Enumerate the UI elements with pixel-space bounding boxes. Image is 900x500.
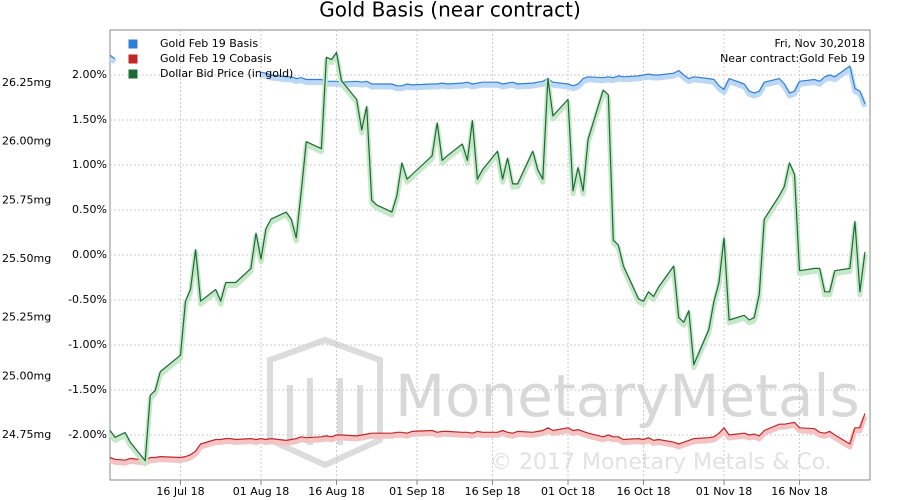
series-glow — [108, 56, 868, 108]
y-tick-label: -1.50% — [68, 383, 107, 396]
y2-tick-label: 25.25mg — [2, 311, 51, 324]
y-tick-label: -0.50% — [68, 293, 107, 306]
y-tick-label: 1.50% — [72, 113, 107, 126]
y-tick-label: 2.00% — [72, 68, 107, 81]
logo-box — [267, 336, 383, 469]
series-line — [109, 413, 866, 461]
legend-swatch — [127, 38, 139, 50]
y2-tick-label: 25.50mg — [2, 252, 51, 265]
y2-tick-label: 24.75mg — [2, 428, 51, 441]
y-tick-label: 0.50% — [72, 203, 107, 216]
legend-swatch — [127, 68, 139, 80]
y-tick-label: -1.00% — [68, 338, 107, 351]
x-tick-label: 01 Nov 18 — [696, 485, 752, 498]
legend-label: Dollar Bid Price (in gold) — [160, 67, 293, 80]
watermark-brand: MonetaryMetals — [395, 362, 860, 430]
y-tick-label: 1.00% — [72, 158, 107, 171]
legend-label: Gold Feb 19 Basis — [160, 37, 258, 50]
x-tick-label: 16 Nov 18 — [771, 485, 827, 498]
x-tick-label: 16 Jul 18 — [156, 485, 204, 498]
y2-tick-label: 25.00mg — [2, 369, 51, 382]
logo — [267, 336, 383, 469]
annotation: Fri, Nov 30,2018 — [774, 37, 865, 50]
y-tick-label: 0.00% — [72, 248, 107, 261]
series-glow — [109, 415, 868, 466]
x-tick-label: 16 Sep 18 — [465, 485, 521, 498]
logo-bars — [287, 378, 363, 445]
y2-tick-label: 26.00mg — [2, 135, 51, 148]
series-line — [109, 51, 866, 462]
legend-swatch — [127, 53, 139, 65]
y2-tick-label: 25.75mg — [2, 193, 51, 206]
annotation: Near contract:Gold Feb 19 — [720, 52, 865, 65]
x-tick-label: 16 Aug 18 — [308, 485, 364, 498]
x-tick-label: 01 Oct 18 — [541, 485, 595, 498]
x-tick-label: 01 Aug 18 — [233, 485, 289, 498]
y2-tick-label: 26.25mg — [2, 76, 51, 89]
y-tick-label: -2.00% — [68, 428, 107, 441]
legend-label: Gold Feb 19 Cobasis — [160, 52, 272, 65]
x-tick-label: 16 Oct 18 — [617, 485, 671, 498]
x-tick-label: 01 Sep 18 — [389, 485, 445, 498]
chart-title: Gold Basis (near contract) — [319, 0, 581, 22]
series-line — [109, 54, 866, 105]
watermark-copyright: © 2017 Monetary Metals & Co. — [490, 450, 832, 475]
